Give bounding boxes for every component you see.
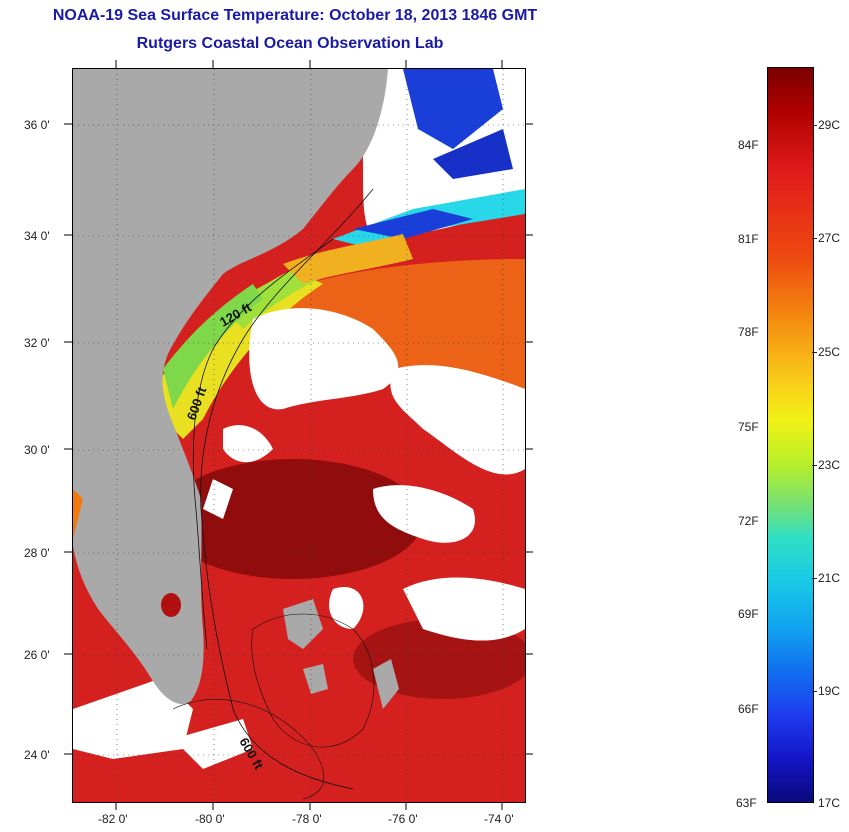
lake-okeechobee — [161, 593, 181, 617]
lat-lon-grid — [73, 69, 525, 802]
map-subtitle: Rutgers Coastal Ocean Observation Lab — [136, 35, 444, 52]
lat-label: 28 0' — [24, 546, 50, 560]
colorbar-f-label: 81F — [738, 232, 759, 246]
colorbar-f-label: 69F — [738, 607, 759, 621]
cold-water-area — [403, 69, 503, 149]
lon-label: -80 0' — [195, 812, 225, 826]
colorbar-f-label: 72F — [738, 514, 759, 528]
lat-label: 30 0' — [24, 443, 50, 457]
bahamas-land — [283, 599, 323, 649]
colorbar-f-label: 66F — [738, 702, 759, 716]
colorbar-f-label: 75F — [738, 420, 759, 434]
lat-label: 26 0' — [24, 648, 50, 662]
lat-label: 32 0' — [24, 336, 50, 350]
land-area — [73, 69, 388, 705]
temperature-colorbar — [767, 67, 814, 803]
colorbar-c-label: 25C — [818, 345, 841, 359]
lon-label: -76 0' — [388, 812, 418, 826]
colorbar-f-label: 63F — [736, 796, 757, 810]
colorbar-f-label: 78F — [738, 325, 759, 339]
colorbar-f-label: 84F — [738, 138, 759, 152]
lon-label: -78 0' — [292, 812, 322, 826]
map-ticks — [64, 60, 533, 810]
lon-label: -74 0' — [484, 812, 514, 826]
sst-map-image: 120 ft 600 ft 600 ft — [73, 69, 525, 802]
lat-label: 24 0' — [24, 748, 50, 762]
lon-label: -82 0' — [98, 812, 128, 826]
map-title: NOAA-19 Sea Surface Temperature: October… — [52, 7, 538, 24]
depth-contour-600ft — [200, 188, 374, 790]
colorbar-c-label: 19C — [818, 684, 841, 698]
cloud-area — [249, 308, 399, 410]
lat-label: 34 0' — [24, 229, 50, 243]
colorbar-c-label: 23C — [818, 458, 841, 472]
lat-label: 36 0' — [24, 118, 50, 132]
colorbar-c-label: 29C — [818, 118, 841, 132]
depth-contour-120ft — [192, 238, 334, 650]
colorbar-c-label: 17C — [818, 796, 841, 810]
sst-map: 120 ft 600 ft 600 ft — [72, 68, 526, 803]
colorbar-c-label: 27C — [818, 231, 841, 245]
colorbar-c-label: 21C — [818, 571, 841, 585]
